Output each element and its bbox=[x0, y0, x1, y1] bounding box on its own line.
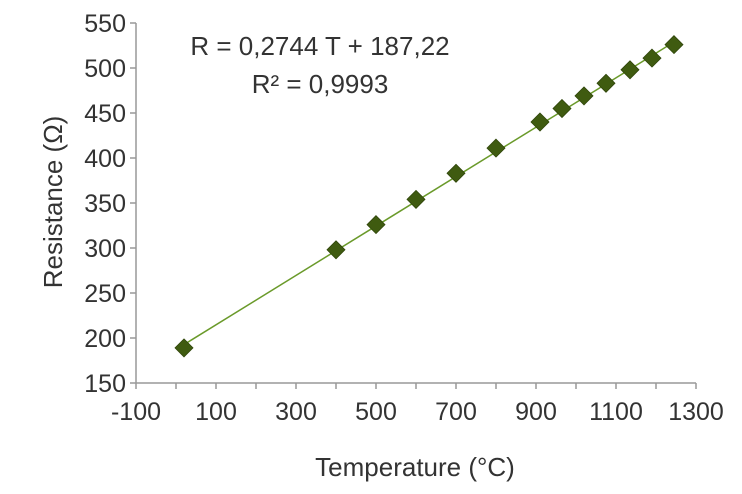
data-point bbox=[664, 35, 684, 55]
x-tick-label: 300 bbox=[275, 398, 317, 426]
data-point bbox=[552, 98, 572, 119]
y-tick-label: 400 bbox=[84, 145, 126, 173]
data-point bbox=[486, 138, 506, 158]
x-tick-label: 100 bbox=[195, 398, 237, 426]
data-points bbox=[174, 35, 684, 358]
y-axis-title: Resistance (Ω) bbox=[38, 116, 68, 289]
data-point bbox=[620, 60, 640, 80]
x-tick-label: 900 bbox=[515, 398, 557, 426]
trendline-group bbox=[183, 41, 675, 346]
data-point bbox=[326, 240, 346, 260]
data-point bbox=[366, 215, 386, 235]
y-ticks: 150 200 250 300 350 400 450 500 550 bbox=[84, 10, 136, 398]
r-squared-annotation: R² = 0,9993 bbox=[252, 69, 389, 99]
linear-trendline bbox=[183, 41, 675, 346]
x-tick-label: 1100 bbox=[589, 398, 643, 426]
data-point bbox=[642, 48, 662, 68]
data-point bbox=[574, 86, 594, 106]
y-tick-label: 250 bbox=[84, 280, 126, 308]
x-tick-label: -100 bbox=[111, 398, 161, 426]
x-tick-label: 700 bbox=[435, 398, 477, 426]
data-point bbox=[406, 189, 426, 209]
x-tick-label: 500 bbox=[355, 398, 397, 426]
data-point bbox=[530, 112, 550, 132]
data-point bbox=[174, 338, 194, 358]
data-point bbox=[446, 163, 466, 183]
y-tick-label: 150 bbox=[84, 370, 126, 398]
x-ticks: -100 100 300 500 700 900 1100 1300 bbox=[111, 383, 724, 426]
x-tick-label: 1300 bbox=[668, 398, 724, 426]
y-tick-label: 550 bbox=[84, 10, 126, 38]
y-tick-label: 350 bbox=[84, 190, 126, 218]
y-tick-label: 500 bbox=[84, 55, 126, 83]
y-tick-label: 300 bbox=[84, 235, 126, 263]
y-tick-label: 450 bbox=[84, 100, 126, 128]
y-tick-label: 200 bbox=[84, 325, 126, 353]
x-axis-title: Temperature (°C) bbox=[315, 452, 515, 482]
data-point bbox=[596, 73, 616, 93]
equation-annotation: R = 0,2744 T + 187,22 bbox=[190, 31, 449, 61]
